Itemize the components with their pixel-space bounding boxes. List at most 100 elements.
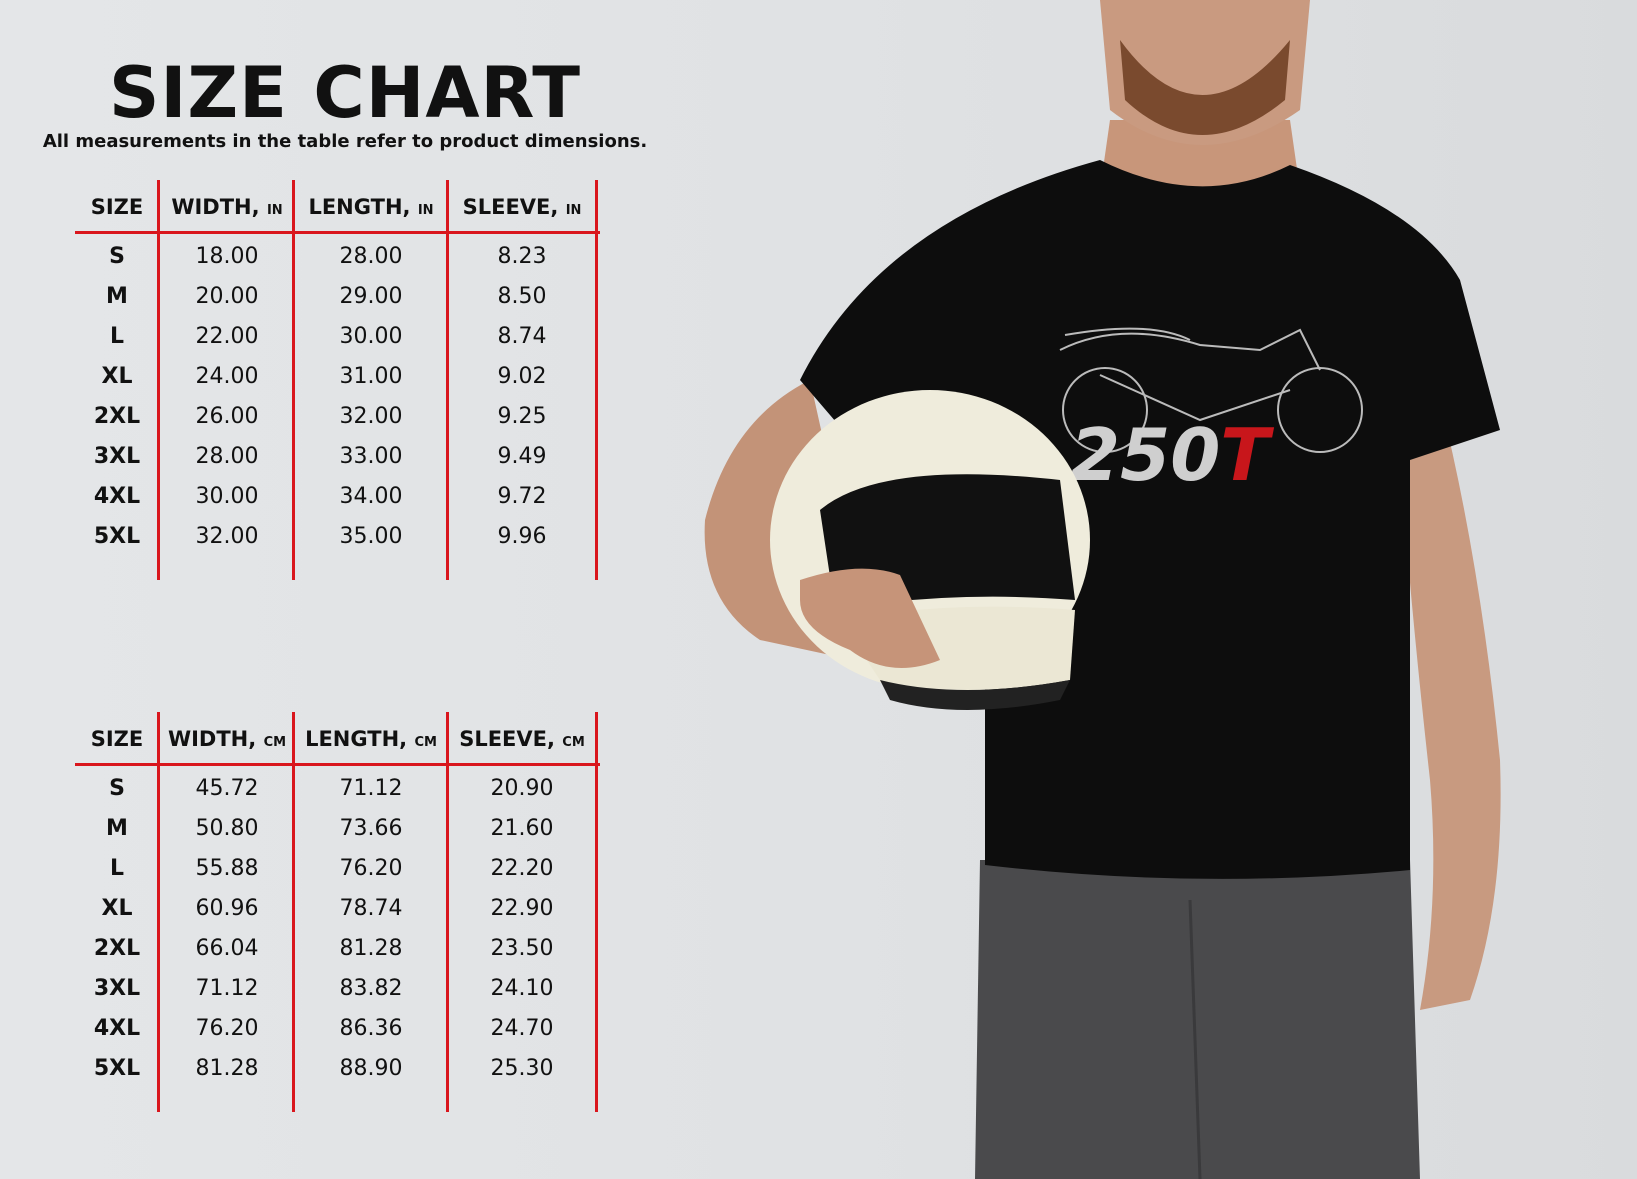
measurement-value: 76.20: [339, 856, 403, 881]
page-subtitle: All measurements in the table refer to p…: [42, 131, 648, 152]
measurement-value: 71.12: [195, 976, 259, 1001]
size-label: L: [109, 324, 125, 349]
header-divider: [75, 231, 600, 234]
measurement-value: 66.04: [195, 936, 259, 961]
header-label: LENGTH,: [305, 727, 408, 751]
measurement-value: 21.60: [490, 816, 554, 841]
measurement-value: 20.90: [490, 776, 554, 801]
measurement-value: 73.66: [339, 816, 403, 841]
header-label: LENGTH,: [308, 195, 411, 219]
shirt-logo: 250T: [1070, 413, 1274, 497]
t-shirt: [800, 160, 1500, 879]
measurement-value: 9.96: [497, 524, 547, 549]
header-label: WIDTH,: [167, 727, 257, 751]
size-label: 4XL: [93, 484, 141, 509]
column-divider: [595, 180, 598, 580]
column-divider: [157, 180, 160, 580]
measurement-value: 9.72: [497, 484, 547, 509]
column-divider: [446, 712, 449, 1112]
measurement-value: 55.88: [195, 856, 259, 881]
size-label: S: [109, 244, 125, 269]
size-label: 5XL: [93, 524, 141, 549]
measurement-value: 20.00: [195, 284, 259, 309]
header-label: SLEEVE,: [462, 195, 559, 219]
measurement-value: 9.25: [497, 404, 547, 429]
size-label: 2XL: [93, 404, 141, 429]
size-label: M: [106, 816, 128, 841]
size-label: 3XL: [93, 444, 141, 469]
measurement-value: 50.80: [195, 816, 259, 841]
measurement-value: 29.00: [339, 284, 403, 309]
measurement-value: 83.82: [339, 976, 403, 1001]
measurement-value: 60.96: [195, 896, 259, 921]
measurement-value: 26.00: [195, 404, 259, 429]
measurement-value: 9.02: [497, 364, 547, 389]
size-label: 3XL: [93, 976, 141, 1001]
header-unit: IN: [565, 203, 582, 218]
size-label: S: [109, 776, 125, 801]
column-divider: [595, 712, 598, 1112]
measurement-value: 31.00: [339, 364, 403, 389]
measurement-value: 25.30: [490, 1056, 554, 1081]
header-unit: IN: [417, 203, 434, 218]
header-label: SIZE: [90, 195, 144, 219]
measurement-value: 24.00: [195, 364, 259, 389]
column-header: SIZE: [37, 195, 197, 219]
measurement-value: 23.50: [490, 936, 554, 961]
measurement-value: 71.12: [339, 776, 403, 801]
measurement-value: 78.74: [339, 896, 403, 921]
size-label: XL: [101, 364, 133, 389]
column-header: LENGTH, CM: [291, 727, 451, 751]
size-label: 4XL: [93, 1016, 141, 1041]
column-divider: [292, 712, 295, 1112]
header-label: SIZE: [90, 727, 144, 751]
jeans: [975, 860, 1420, 1179]
column-header: LENGTH, IN: [291, 195, 451, 219]
measurement-value: 24.70: [490, 1016, 554, 1041]
measurement-value: 81.28: [339, 936, 403, 961]
column-header: SLEEVE, IN: [442, 195, 602, 219]
measurement-value: 32.00: [195, 524, 259, 549]
column-divider: [446, 180, 449, 580]
size-label: M: [106, 284, 128, 309]
header-unit: CM: [562, 735, 585, 750]
measurement-value: 9.49: [497, 444, 547, 469]
measurement-value: 33.00: [339, 444, 403, 469]
left-arm: [704, 380, 910, 670]
page-title: SIZE CHART: [108, 52, 582, 134]
header-divider: [75, 763, 600, 766]
size-label: 2XL: [93, 936, 141, 961]
measurement-value: 30.00: [339, 324, 403, 349]
measurement-value: 35.00: [339, 524, 403, 549]
measurement-value: 30.00: [195, 484, 259, 509]
measurement-value: 32.00: [339, 404, 403, 429]
measurement-value: 22.90: [490, 896, 554, 921]
column-header: WIDTH, IN: [147, 195, 307, 219]
measurement-value: 86.36: [339, 1016, 403, 1041]
measurement-value: 24.10: [490, 976, 554, 1001]
measurement-value: 8.23: [497, 244, 547, 269]
beard: [1120, 40, 1290, 135]
measurement-value: 8.74: [497, 324, 547, 349]
measurement-value: 76.20: [195, 1016, 259, 1041]
column-divider: [292, 180, 295, 580]
header-unit: CM: [263, 735, 287, 750]
measurement-value: 45.72: [195, 776, 259, 801]
header-unit: CM: [414, 735, 437, 750]
measurement-value: 28.00: [195, 444, 259, 469]
column-header: SLEEVE, CM: [442, 727, 602, 751]
header-label: SLEEVE,: [459, 727, 555, 751]
measurement-value: 28.00: [339, 244, 403, 269]
measurement-value: 81.28: [195, 1056, 259, 1081]
size-label: XL: [101, 896, 133, 921]
size-label: L: [109, 856, 125, 881]
header-label: WIDTH,: [171, 195, 260, 219]
column-header: WIDTH, CM: [147, 727, 307, 751]
measurement-value: 22.00: [195, 324, 259, 349]
motorcycle-graphic: [1059, 327, 1363, 453]
measurement-value: 88.90: [339, 1056, 403, 1081]
right-arm: [1400, 400, 1501, 1010]
hand: [800, 568, 940, 668]
header-unit: IN: [266, 203, 283, 218]
column-header: SIZE: [37, 727, 197, 751]
